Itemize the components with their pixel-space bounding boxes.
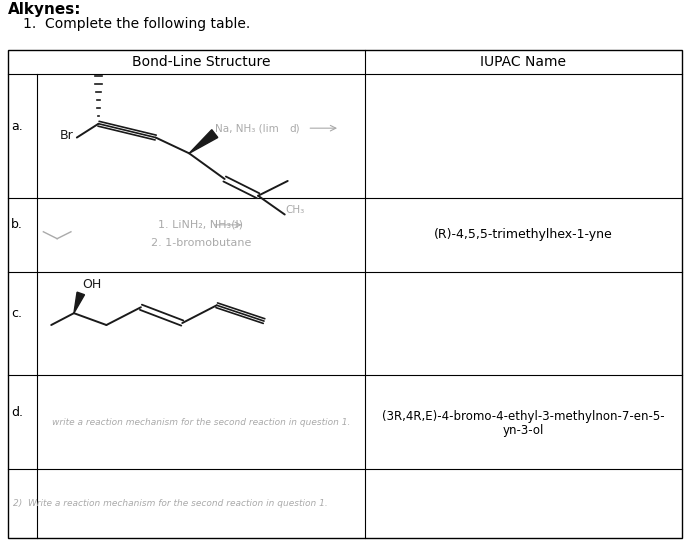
Text: Bond-Line Structure: Bond-Line Structure xyxy=(132,55,270,69)
Polygon shape xyxy=(189,130,218,153)
Text: d.: d. xyxy=(10,406,23,419)
Text: c.: c. xyxy=(10,307,22,320)
Text: OH: OH xyxy=(82,278,101,292)
Text: Br: Br xyxy=(60,129,74,142)
Text: IUPAC Name: IUPAC Name xyxy=(480,55,566,69)
Text: write a reaction mechanism for the second reaction in question 1.: write a reaction mechanism for the secon… xyxy=(52,418,350,427)
Text: d): d) xyxy=(290,123,300,133)
Text: (R)-4,5,5-trimethylhex-1-yne: (R)-4,5,5-trimethylhex-1-yne xyxy=(434,228,612,241)
Text: 2)  Write a reaction mechanism for the second reaction in question 1.: 2) Write a reaction mechanism for the se… xyxy=(13,499,328,508)
Text: Na, NH₃ (lim: Na, NH₃ (lim xyxy=(215,123,279,133)
Text: 2. 1-bromobutane: 2. 1-bromobutane xyxy=(150,238,251,248)
Text: Alkynes:: Alkynes: xyxy=(8,2,81,17)
Text: yn-3-ol: yn-3-ol xyxy=(503,424,544,437)
Text: a.: a. xyxy=(10,119,22,133)
Text: 1.  Complete the following table.: 1. Complete the following table. xyxy=(22,17,250,31)
Text: b.: b. xyxy=(10,218,22,231)
Text: CH₃: CH₃ xyxy=(286,206,305,215)
Text: 1. LiNH₂, NH₃(l): 1. LiNH₂, NH₃(l) xyxy=(158,220,244,230)
Text: (3R,4R,E)-4-bromo-4-ethyl-3-methylnon-7-en-5-: (3R,4R,E)-4-bromo-4-ethyl-3-methylnon-7-… xyxy=(382,410,664,423)
Polygon shape xyxy=(74,292,85,313)
